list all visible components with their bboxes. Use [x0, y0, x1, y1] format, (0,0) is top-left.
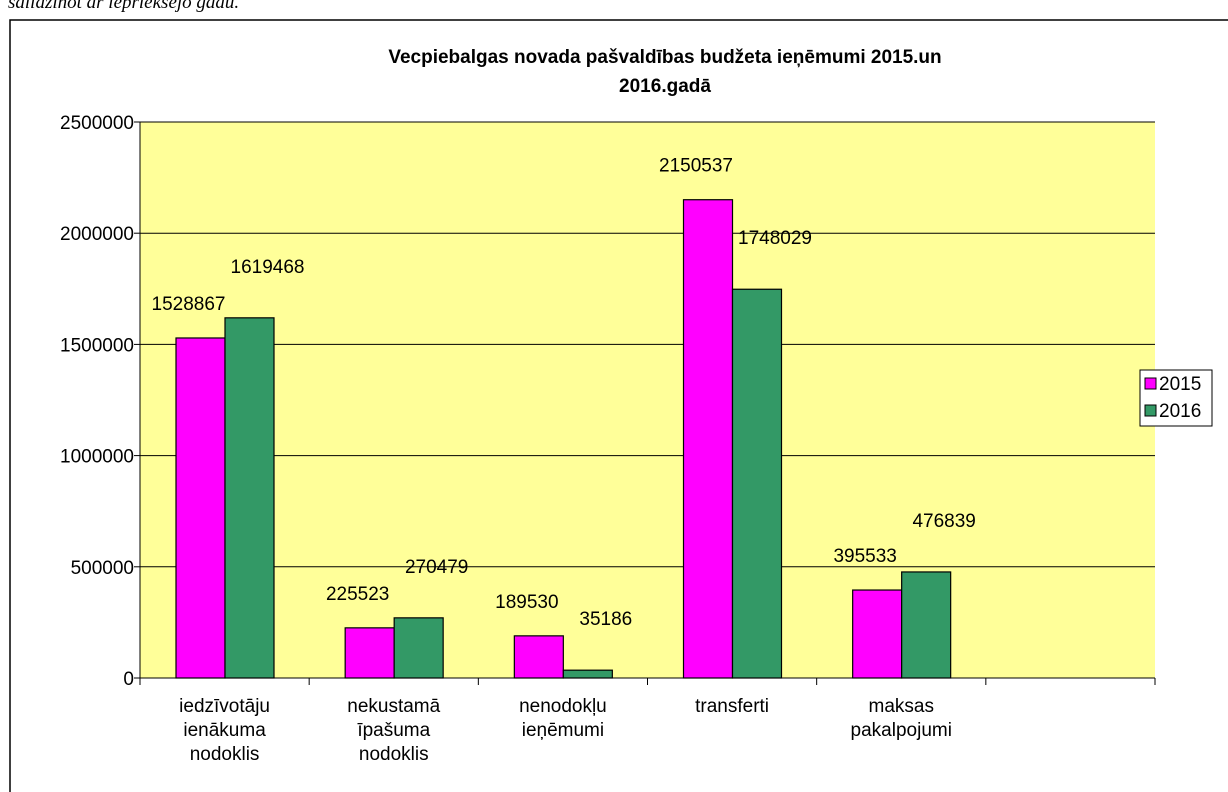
value-label: 2150537 [659, 156, 733, 177]
plot-area [140, 122, 1155, 678]
y-tick-label: 500000 [71, 558, 134, 579]
legend-label: 2016 [1159, 401, 1201, 422]
bar [682, 199, 734, 679]
value-label: 1528867 [152, 294, 226, 315]
bar [901, 571, 952, 679]
x-tick-label: iedzīvotāju ienākuma nodoklis [179, 696, 270, 765]
y-tick-label: 0 [123, 669, 134, 690]
y-tick-label: 2500000 [60, 113, 134, 134]
value-label: 1619468 [231, 257, 305, 278]
bar [393, 617, 444, 679]
legend-swatch [1144, 404, 1157, 417]
bar [224, 317, 275, 679]
value-label: 395533 [833, 546, 896, 567]
value-label: 1748029 [738, 228, 812, 249]
value-label: 270479 [405, 557, 468, 578]
value-label: 189530 [495, 592, 558, 613]
bar [852, 589, 903, 679]
x-tick-label: maksas pakalpojumi [851, 696, 952, 741]
value-label: 225523 [326, 584, 389, 605]
value-label: 476839 [912, 511, 975, 532]
chart-title: Vecpiebalgas novada pašvaldības budžeta … [388, 47, 941, 97]
bar [344, 627, 395, 679]
y-tick-label: 1500000 [60, 335, 134, 356]
y-tick-label: 2000000 [60, 224, 134, 245]
caption: salīdzinot ar iepriekšējo gadu. [8, 0, 239, 13]
bar [562, 669, 613, 679]
bar [513, 635, 564, 679]
x-tick-label: nenodokļu ieņēmumi [519, 696, 607, 741]
bar [175, 337, 226, 679]
value-label: 35186 [579, 609, 632, 630]
x-tick-label: transferti [695, 696, 769, 717]
y-tick-label: 1000000 [60, 447, 134, 468]
legend-swatch [1144, 377, 1157, 390]
x-tick-label: nekustamā īpašuma nodoklis [347, 696, 440, 765]
bar [731, 288, 783, 679]
legend-label: 2015 [1159, 374, 1201, 395]
